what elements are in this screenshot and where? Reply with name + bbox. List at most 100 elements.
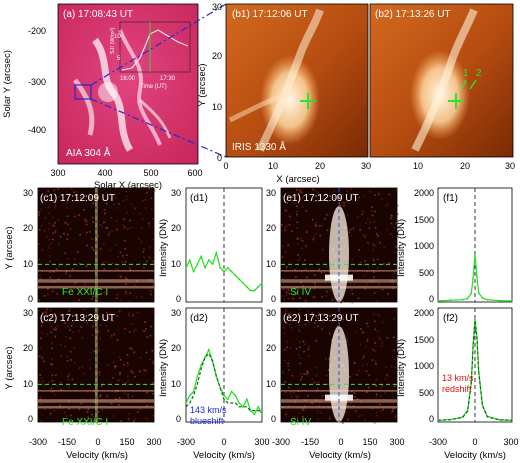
panel-e1-label: (e1) 17:12:09 UT [283, 193, 359, 204]
d2-xtick-300: 300 [254, 437, 269, 447]
f1-ytick-1500: 1500 [414, 215, 434, 225]
f2-ytick-2000: 2000 [414, 308, 434, 318]
f1-ytick-0: 0 [429, 294, 434, 304]
b2-xtick-10: 10 [413, 161, 423, 171]
inset-xlabel: Time (UT) [140, 84, 167, 90]
f1-ytick-500: 500 [419, 268, 434, 278]
f2-xlabel: Velocity (km/s) [444, 450, 506, 461]
a-xtick-600: 600 [187, 168, 202, 178]
d2-annotation-blueshift: blueshift [190, 416, 224, 426]
inset-plot [119, 21, 191, 73]
spectrum-line-d1 [185, 250, 263, 292]
spectral-image-c2 [37, 307, 155, 423]
d1-ytick-10: 10 [171, 259, 181, 269]
panel-f1-label: (f1) [443, 193, 458, 204]
c2-xtick-neg150: -150 [58, 437, 76, 447]
d2-ylabel: Intensity (DN) [158, 339, 169, 397]
a-xtick-400: 400 [97, 168, 112, 178]
b1-xtick-20: 20 [315, 161, 325, 171]
panel-c2-line: Fe XXI/C I [62, 417, 108, 428]
b1-ytick-20: 20 [212, 51, 222, 61]
panel-a-label: (a) 17:08:43 UT [63, 9, 133, 20]
c1-ytick-20: 20 [23, 223, 33, 233]
e2-xtick-150: 150 [362, 437, 377, 447]
e2-xlabel: Velocity (km/s) [309, 450, 371, 461]
e1-ytick-0: 0 [271, 294, 276, 304]
panel-e2-label: (e2) 17:13:29 UT [283, 313, 359, 324]
c1-ytick-0: 0 [28, 294, 33, 304]
fit-line-f2 [437, 320, 513, 421]
f2-ylabel: Intensity (DN) [396, 339, 407, 397]
plot-d2 [185, 307, 263, 423]
d2-xtick-neg300: -300 [177, 437, 195, 447]
panel-b1-instrument: IRIS 1330 Å [232, 140, 286, 153]
e2-xtick-300: 300 [389, 437, 404, 447]
spectral-images [37, 187, 399, 424]
f2-annotation-speed: 13 km/s [442, 373, 474, 383]
a-ytick-neg400: -400 [28, 125, 46, 135]
plot-f2 [437, 307, 513, 423]
a-ytick-neg300: -300 [28, 77, 46, 87]
panel-d1-label: (d1) [190, 193, 208, 204]
d1-ytick-0: 0 [176, 294, 181, 304]
e1-ytick-20: 20 [266, 223, 276, 233]
panel-e1-line: Si IV [290, 287, 311, 298]
e2-xtick-neg150: -150 [301, 437, 319, 447]
f2-xtick-0: 0 [472, 437, 477, 447]
e2-ytick-10: 10 [266, 379, 276, 389]
inset-ytick-10: 10 [114, 34, 121, 40]
c2-xtick-300: 300 [146, 437, 161, 447]
b2-marker-2: 2 [476, 68, 482, 79]
a-xlabel: Solar X (arcsec) [94, 180, 162, 191]
b2-marker-1: 1 [463, 68, 469, 79]
d2-xtick-0: 0 [221, 437, 226, 447]
panel-b1: (b1) 17:12:06 UT IRIS 1330 Å 0 10 20 30 … [197, 2, 371, 185]
b1-ylabel: Y (arcsec) [197, 63, 208, 106]
inset-ytick-5: 5 [117, 56, 121, 62]
inset-xtick-1730: 17:30 [160, 76, 176, 82]
a-xtick-300: 300 [50, 168, 65, 178]
e2-ytick-30: 30 [266, 308, 276, 318]
d2-ytick-20: 20 [171, 343, 181, 353]
f2-xtick-300: 300 [503, 437, 518, 447]
d2-ytick-30: 30 [171, 308, 181, 318]
spectra-plots [185, 187, 513, 423]
panel-c1-line: Fe XXI/C I [62, 287, 108, 298]
d1-ytick-30: 30 [171, 188, 181, 198]
b1-xtick-0: 0 [223, 161, 228, 171]
fit-line-d2 [185, 352, 262, 412]
b1-ytick-0: 0 [217, 153, 222, 163]
c1-ylabel: Y (arcsec) [4, 226, 15, 269]
e2-ytick-0: 0 [271, 414, 276, 424]
plot-d1 [185, 187, 263, 303]
c1-ytick-10: 10 [23, 259, 33, 269]
connector-top [90, 3, 227, 86]
line-plot-labels: (d1) (d2) (f1) (f2) 30 20 10 0 30 20 10 … [158, 188, 519, 461]
d2-xlabel: Velocity (km/s) [193, 450, 255, 461]
spectrum-line-d2 [185, 348, 263, 416]
f1-ytick-2000: 2000 [414, 188, 434, 198]
a-ytick-neg200: -200 [28, 26, 46, 36]
plot-f1 [437, 187, 513, 303]
b1-xtick-30: 30 [361, 161, 371, 171]
f2-ytick-1500: 1500 [414, 335, 434, 345]
c2-ylabel: Y (arcsec) [4, 346, 15, 389]
b1-ytick-10: 10 [212, 102, 222, 112]
panel-c2-label: (c2) 17:13:29 UT [40, 313, 115, 324]
c2-xlabel: Velocity (km/s) [66, 450, 128, 461]
e2-xtick-0: 0 [338, 437, 343, 447]
e2-ytick-20: 20 [266, 343, 276, 353]
e2-xtick-neg300: -300 [272, 437, 290, 447]
panel-f2-label: (f2) [443, 313, 458, 324]
d2-ytick-0: 0 [176, 414, 181, 424]
inset-ylabel: SJI (W/m²) [110, 28, 116, 54]
c2-ytick-0: 0 [28, 414, 33, 424]
b1-ytick-30: 30 [212, 2, 222, 12]
f2-annotation-redshift: redshift [442, 384, 472, 394]
spectrum-line-f1 [437, 254, 513, 302]
c2-ytick-30: 30 [23, 308, 33, 318]
b1-xlabel: X (arcsec) [276, 174, 319, 185]
c2-xtick-150: 150 [119, 437, 134, 447]
a-ylabel: Solar Y (arcsec) [2, 50, 13, 118]
